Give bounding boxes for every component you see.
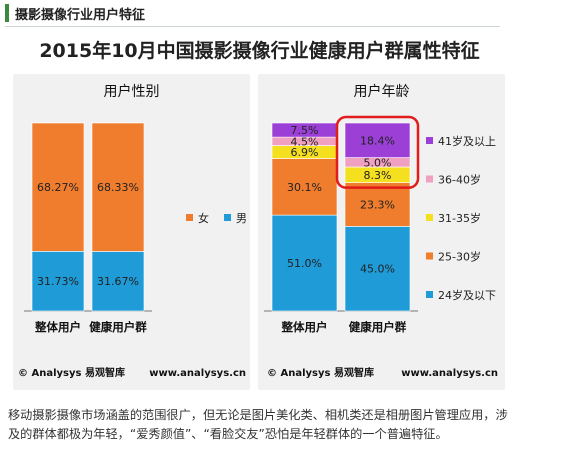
legend-label: 24岁及以下	[438, 288, 496, 302]
legend-swatch	[426, 291, 433, 298]
footer-paragraph: 移动摄影摄像市场涵盖的范围很广，但无论是图片美化类、相机类还是相册图片管理应用，…	[8, 406, 548, 444]
bar-segment	[91, 122, 145, 252]
credit-right: www.analysys.cn	[149, 368, 246, 379]
data-label: 31.73%	[37, 275, 79, 288]
legend-swatch	[426, 214, 433, 221]
data-label: 31.67%	[97, 275, 139, 288]
panel-title: 用户年龄	[354, 83, 410, 100]
category-label: 健康用户群	[89, 320, 147, 334]
legend-label: 25-30岁	[438, 250, 481, 264]
legend-swatch	[186, 214, 193, 221]
highlight-box	[335, 115, 420, 189]
data-label: 18.4%	[360, 134, 395, 147]
bar-segment	[31, 122, 85, 252]
legend-label: 男	[236, 212, 247, 225]
bar-segment	[344, 182, 411, 227]
bar-segment	[271, 214, 338, 312]
legend-swatch	[426, 137, 433, 144]
legend-swatch	[224, 214, 231, 221]
data-label: 23.3%	[360, 198, 395, 211]
legend-label: 41岁及以上	[438, 134, 496, 148]
credit-left: © Analysys 易观智库	[18, 366, 125, 379]
credit-right: www.analysys.cn	[401, 368, 498, 379]
data-label: 7.5%	[291, 124, 319, 137]
data-label: 68.33%	[97, 181, 139, 194]
legend-swatch	[426, 252, 433, 260]
bar-segment	[91, 251, 145, 312]
data-label: 8.3%	[364, 169, 392, 182]
header-accent-bar	[5, 4, 9, 22]
credit-left: © Analysys 易观智库	[267, 366, 374, 379]
data-label: 4.5%	[291, 135, 319, 148]
main-title: 2015年10月中国摄影摄像行业健康用户群属性特征	[39, 40, 480, 62]
footer-line-2: 及的群体都极为年轻，“爱秀颜值”、“看脸交友”恐怕是年轻群体的一个普遍特征。	[8, 427, 448, 441]
legend-label: 女	[198, 211, 209, 225]
category-label: 整体用户	[34, 320, 81, 334]
legend-label: 36-40岁	[438, 173, 481, 187]
bar-segment	[344, 122, 411, 158]
data-label: 30.1%	[287, 181, 322, 194]
footer-line-1: 移动摄影摄像市场涵盖的范围很广，但无论是图片美化类、相机类还是相册图片管理应用，…	[8, 408, 508, 422]
data-label: 6.9%	[291, 146, 319, 159]
legend-swatch	[426, 175, 433, 183]
header-divider	[5, 26, 500, 27]
category-label: 整体用户	[281, 320, 328, 334]
section-title: 摄影摄像行业用户特征	[15, 7, 146, 23]
legend-label: 31-35岁	[438, 211, 481, 225]
section-header: 摄影摄像行业用户特征	[5, 2, 145, 24]
category-label: 健康用户群	[349, 320, 407, 334]
data-label: 68.27%	[37, 181, 79, 194]
data-label: 51.0%	[287, 257, 322, 270]
data-label: 5.0%	[364, 156, 392, 169]
data-label: 45.0%	[360, 263, 395, 276]
bar-segment	[344, 226, 411, 312]
panel-title: 用户性别	[104, 83, 160, 100]
